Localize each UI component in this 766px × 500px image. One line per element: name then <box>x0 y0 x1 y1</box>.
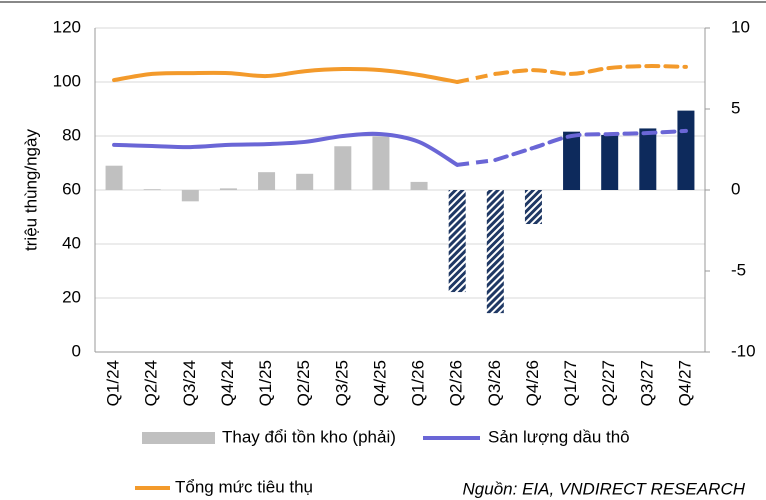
legend-label: Tổng mức tiêu thụ <box>175 477 313 496</box>
line-forecast <box>493 128 688 163</box>
bar <box>219 188 237 190</box>
bar <box>372 136 390 190</box>
x-tick-label: Q3/25 <box>332 360 351 406</box>
bar <box>410 181 428 190</box>
x-tick-label: Q2/24 <box>142 360 161 406</box>
y2-tick-label: 0 <box>731 179 740 198</box>
bar <box>105 165 123 190</box>
y-tick-label: 60 <box>62 179 81 198</box>
y-tick-label: 80 <box>62 125 81 144</box>
y2-tick-label: 10 <box>731 17 750 36</box>
legend-label: Sản lượng dầu thô <box>488 427 630 446</box>
line-connector <box>456 158 496 167</box>
x-tick-label: Q1/26 <box>409 360 428 406</box>
x-tick-label: Q2/26 <box>447 360 466 406</box>
x-tick-label: Q2/25 <box>294 360 313 406</box>
y2-tick-label: -5 <box>731 260 746 279</box>
bar <box>258 172 276 190</box>
line-connector <box>456 71 496 84</box>
x-tick-label: Q3/26 <box>485 360 504 406</box>
bar <box>181 190 199 202</box>
bar <box>486 190 504 314</box>
x-tick-label: Q3/24 <box>180 360 199 406</box>
y-tick-label: 120 <box>53 17 81 36</box>
y2-tick-label: -10 <box>731 341 756 360</box>
bar <box>639 128 657 190</box>
legend-label: Thay đổi tồn kho (phải) <box>222 427 396 446</box>
bar <box>448 190 466 293</box>
x-tick-label: Q4/24 <box>218 360 237 406</box>
bar <box>334 146 352 190</box>
y-tick-label: 0 <box>72 341 81 360</box>
x-tick-label: Q2/27 <box>599 360 618 406</box>
y-tick-label: 40 <box>62 233 81 252</box>
x-tick-label: Q4/27 <box>675 360 694 406</box>
x-tick-label: Q4/26 <box>523 360 542 406</box>
bar <box>143 189 161 190</box>
x-tick-label: Q1/25 <box>256 360 275 406</box>
y-tick-label: 20 <box>62 287 81 306</box>
line <box>112 66 460 84</box>
y-axis-label: triệu thùng/ngày <box>21 129 40 251</box>
bar <box>677 110 695 190</box>
source: Nguồn: EIA, VNDIRECT RESEARCH <box>463 479 746 498</box>
bar <box>601 134 619 190</box>
x-tick-label: Q1/27 <box>561 360 580 406</box>
bar <box>296 173 314 190</box>
x-tick-label: Q3/27 <box>637 360 656 406</box>
bar <box>524 190 542 225</box>
y2-tick-label: 5 <box>731 98 740 117</box>
line-forecast <box>493 64 688 76</box>
line <box>112 131 460 167</box>
y-tick-label: 100 <box>53 71 81 90</box>
legend-swatch <box>142 432 215 444</box>
x-tick-label: Q4/25 <box>370 360 389 406</box>
x-tick-label: Q1/24 <box>104 360 123 406</box>
bar <box>563 131 581 190</box>
